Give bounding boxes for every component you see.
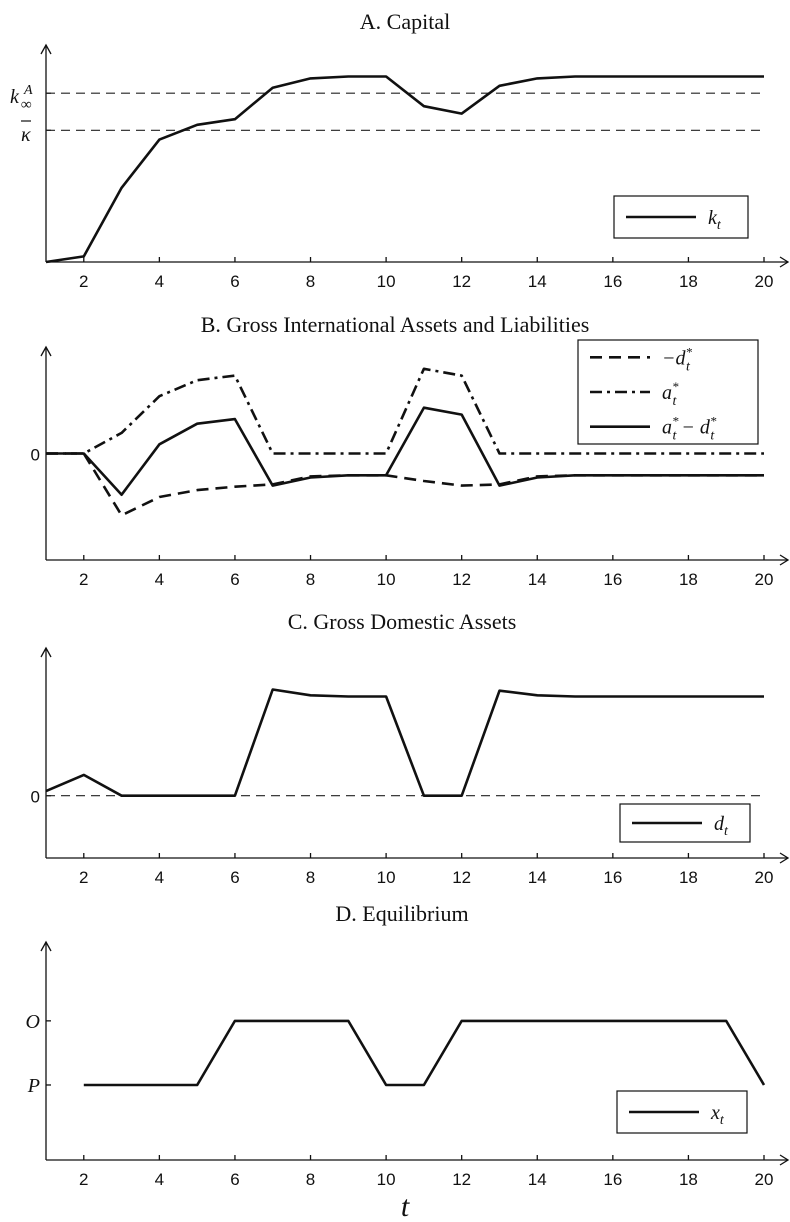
- x-tick-label: 8: [306, 868, 315, 887]
- x-tick-label: 6: [230, 570, 239, 589]
- axes: 2 4 6 8 10 12 14 16 18 20: [40, 43, 790, 291]
- panel-c-title: C. Gross Domestic Assets: [288, 609, 517, 634]
- y-tick-label: P: [27, 1075, 40, 1097]
- x-axis-arrow: [779, 554, 790, 566]
- series-line: [46, 452, 764, 517]
- y-tick-label: 0: [31, 446, 40, 465]
- legend-label: kt: [708, 207, 722, 233]
- x-tick-label: 8: [306, 570, 315, 589]
- x-tick-label: 2: [79, 570, 88, 589]
- legend: xt: [616, 1090, 748, 1134]
- k-inf-sub: ∞: [21, 97, 32, 113]
- legend: dt: [619, 803, 751, 843]
- legend-label: dt: [714, 813, 729, 839]
- x-tick-label: 16: [603, 570, 622, 589]
- x-tick-label: 4: [155, 1170, 164, 1189]
- x-tick-label: 20: [755, 272, 774, 291]
- x-tick-label: 10: [377, 272, 396, 291]
- x-tick-label: 12: [452, 868, 471, 887]
- x-tick-label: 10: [377, 868, 396, 887]
- panel-a-capital: 2 4 6 8 10 12 14 16 18 20 kt: [40, 43, 790, 291]
- axes: 2 4 6 8 10 12 14 16 18 20 0: [31, 646, 790, 887]
- x-tick-label: 10: [377, 1170, 396, 1189]
- x-axis-label: t: [401, 1190, 410, 1222]
- k-inf-label: k: [10, 86, 20, 108]
- x-axis-arrow: [779, 1154, 790, 1166]
- x-tick-label: 8: [306, 1170, 315, 1189]
- x-tick-label: 20: [755, 868, 774, 887]
- x-tick-label: 2: [79, 1170, 88, 1189]
- x-tick-label: 20: [755, 1170, 774, 1189]
- y-axis-arrow: [40, 345, 52, 357]
- legend-label: a* t − d* t: [662, 414, 717, 444]
- x-tick-label: 6: [230, 868, 239, 887]
- axes: 2 4 6 8 10 12 14 16 18 20 0: [31, 345, 790, 589]
- x-tick-label: 14: [528, 272, 547, 291]
- x-tick-label: 8: [306, 272, 315, 291]
- x-tick-label: 16: [603, 1170, 622, 1189]
- series-line: [83, 1019, 766, 1087]
- x-tick-label: 12: [452, 1170, 471, 1189]
- legend-label: xt: [710, 1102, 725, 1128]
- x-tick-label: 4: [155, 570, 164, 589]
- series-line: [46, 367, 764, 455]
- x-tick-label: 12: [452, 570, 471, 589]
- kappa-bar-label: κ: [21, 124, 31, 146]
- x-axis-arrow: [779, 852, 790, 864]
- series-line: [45, 75, 764, 264]
- x-tick-label: 18: [679, 272, 698, 291]
- legend-label: a* t: [662, 379, 679, 409]
- panel-b-gross-international: 2 4 6 8 10 12 14 16 18 20 0 −d* t a* t a* t − d* t: [31, 339, 790, 589]
- axes: 2 4 6 8 10 12 14 16 18 20 P O: [26, 940, 790, 1189]
- x-tick-label: 14: [528, 1170, 547, 1189]
- x-tick-label: 18: [679, 868, 698, 887]
- x-tick-label: 10: [377, 570, 396, 589]
- x-tick-label: 20: [755, 570, 774, 589]
- series-line: [46, 406, 764, 497]
- x-tick-label: 4: [155, 868, 164, 887]
- y-axis-arrow: [40, 43, 52, 55]
- x-tick-label: 16: [603, 272, 622, 291]
- y-tick-label: O: [26, 1011, 40, 1033]
- x-axis-arrow: [779, 256, 790, 268]
- panel-a-title: A. Capital: [360, 9, 450, 34]
- x-tick-label: 6: [230, 1170, 239, 1189]
- panel-b-title: B. Gross International Assets and Liabil…: [201, 312, 590, 337]
- x-tick-label: 2: [79, 868, 88, 887]
- y-tick-label: 0: [31, 788, 40, 807]
- x-tick-label: 14: [528, 868, 547, 887]
- x-tick-label: 2: [79, 272, 88, 291]
- legend: −d* t a* t a* t − d* t: [577, 339, 759, 445]
- legend: kt: [613, 195, 749, 239]
- k-inf-sup: A: [23, 83, 33, 98]
- y-axis-arrow: [40, 940, 52, 952]
- legend-label: −d* t: [662, 344, 693, 374]
- panel-d-title: D. Equilibrium: [335, 901, 468, 926]
- series-line: [45, 688, 764, 798]
- panel-c-gross-domestic: 2 4 6 8 10 12 14 16 18 20 0 dt: [31, 646, 790, 887]
- panel-d-equilibrium: 2 4 6 8 10 12 14 16 18 20 P Oxt: [26, 940, 790, 1189]
- x-tick-label: 12: [452, 272, 471, 291]
- x-tick-label: 14: [528, 570, 547, 589]
- x-tick-label: 4: [155, 272, 164, 291]
- y-axis-arrow: [40, 646, 52, 658]
- x-tick-label: 18: [679, 570, 698, 589]
- x-tick-label: 6: [230, 272, 239, 291]
- x-tick-label: 18: [679, 1170, 698, 1189]
- x-tick-label: 16: [603, 868, 622, 887]
